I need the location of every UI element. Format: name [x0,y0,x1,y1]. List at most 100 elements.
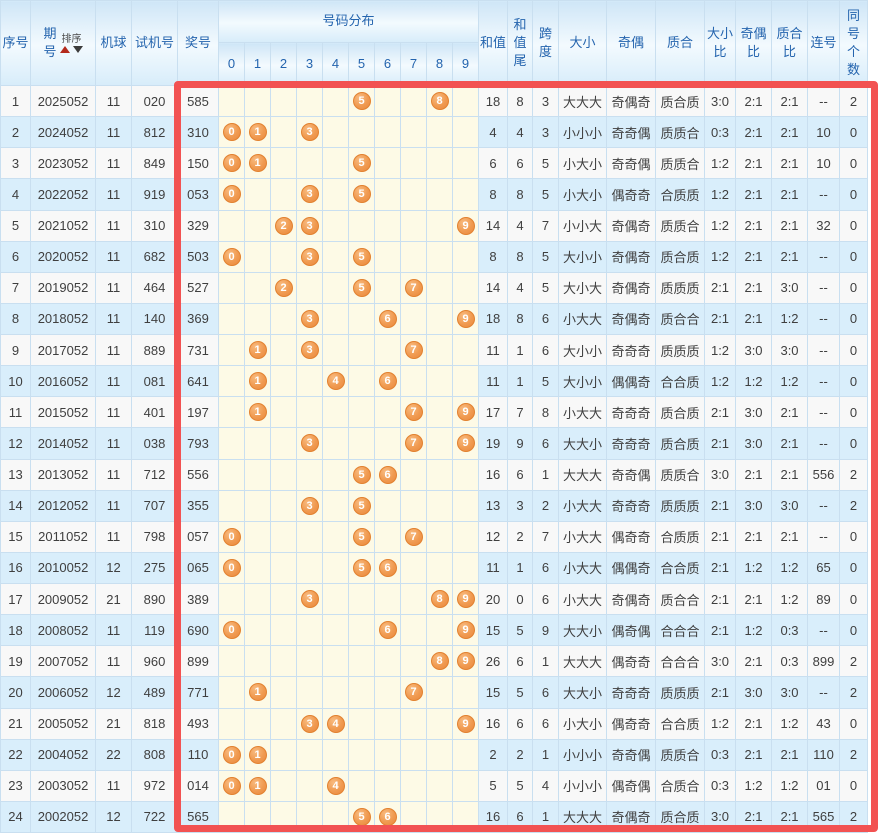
size-ratio-cell: 2:1 [704,427,737,460]
sum-tail-cell: 2 [507,520,534,553]
test-number-cell: 889 [131,333,178,367]
digit-cell [400,769,427,802]
digit-cell [400,707,427,740]
number-ball: 5 [352,247,371,266]
digit-cell [451,738,480,771]
prize-number-cell: 014 [177,769,219,802]
digit-cell [296,551,323,585]
col-header-distribution: 号码分布 [217,0,480,43]
col-header-size-label: 大小 [569,34,596,50]
test-number-cell: 682 [131,240,178,273]
size-ratio-cell: 2:1 [704,614,737,647]
digit-cell [426,271,453,304]
digit-header-9: 9 [451,42,480,86]
span-cell: 5 [532,240,560,273]
table-body: 1 2025052 11 020 585 5 8 18 8 3 大大大 奇偶奇 … [0,84,869,833]
digit-cell: 6 [374,365,401,398]
span-cell: 5 [532,147,560,180]
sum-cell: 26 [478,645,509,678]
number-ball: 0 [222,527,241,546]
consecutive-cell: 565 [807,800,841,833]
parity-ratio-cell: 1:2 [735,365,773,398]
prime-ratio-cell: 2:1 [771,240,809,273]
number-ball: 1 [248,683,267,702]
sum-cell: 18 [478,302,509,336]
number-ball: 3 [300,247,319,266]
number-ball: 1 [248,403,267,422]
table-row: 3 2023052 11 849 150 0 1 5 6 6 5 小大小 奇奇偶… [0,147,869,180]
digit-cell: 0 [218,738,245,771]
parity-pattern-cell: 奇奇奇 [606,489,657,522]
period-cell: 2018052 [30,302,96,336]
size-pattern-cell: 小大大 [558,396,608,429]
digit-cell: 0 [218,551,245,585]
digit-cell: 5 [348,271,375,304]
digit-cell: 9 [451,302,480,336]
digit-cell [244,178,271,211]
digit-cell [322,676,349,709]
period-cell: 2006052 [30,676,96,709]
table-row: 7 2019052 11 464 527 2 5 7 14 4 5 大小大 奇偶… [0,271,869,304]
col-header-prize: 奖号 [177,0,219,86]
digit-cell [270,551,297,585]
digit-cell [400,84,427,118]
digit-cell: 1 [244,333,271,367]
span-cell: 8 [532,396,560,429]
digit-cell: 9 [451,582,480,616]
sum-tail-cell: 1 [507,365,534,398]
digit-cell [374,178,401,211]
digit-cell [451,769,480,802]
digit-header-1: 1 [244,42,271,86]
span-cell: 5 [532,271,560,304]
size-ratio-cell: 2:1 [704,396,737,429]
number-ball: 6 [378,309,397,328]
col-header-prime: 质合 [655,0,706,86]
size-pattern-cell: 大大大 [558,84,608,118]
test-number-cell: 489 [131,676,178,709]
parity-pattern-cell: 偶奇奇 [606,645,657,678]
sort-descending-icon[interactable] [73,45,83,53]
seq-cell: 7 [0,271,31,304]
seq-cell: 15 [0,520,31,553]
machine-cell: 11 [95,520,132,553]
sort-ascending-icon[interactable] [60,45,70,53]
same-count-cell: 0 [839,302,869,336]
digit-cell [218,800,245,833]
number-ball: 9 [456,434,475,453]
col-header-machine: 机球 [95,0,132,86]
span-cell: 3 [532,84,560,118]
span-cell: 5 [532,178,560,211]
span-cell: 4 [532,769,560,802]
digit-cell [348,614,375,647]
prime-ratio-cell: 2:1 [771,738,809,771]
col-header-parity-label: 奇偶 [618,34,645,50]
number-ball: 1 [248,372,267,391]
size-pattern-cell: 小大小 [558,147,608,180]
seq-cell: 5 [0,209,31,242]
period-cell: 2008052 [30,614,96,647]
prime-ratio-cell: 2:1 [771,209,809,242]
sum-tail-cell: 6 [507,707,534,740]
prime-pattern-cell: 合合合 [655,614,706,647]
consecutive-cell: -- [807,520,841,553]
digit-cell [322,489,349,522]
digit-cell [244,240,271,273]
consecutive-cell: -- [807,333,841,367]
same-count-cell: 2 [839,84,869,118]
digit-cell [348,707,375,740]
size-ratio-cell: 2:1 [704,676,737,709]
prize-number-cell: 369 [177,302,219,336]
digit-cell [270,365,297,398]
span-cell: 6 [532,707,560,740]
digit-cell [374,396,401,429]
span-cell: 1 [532,800,560,833]
period-sort-control[interactable]: 排序 [60,34,83,53]
digit-cell: 4 [322,707,349,740]
digit-cell [400,582,427,616]
consecutive-cell: 556 [807,458,841,491]
digit-cell [426,147,453,180]
sum-cell: 16 [478,458,509,491]
number-ball: 6 [378,465,397,484]
col-header-test: 试机号 [131,0,178,86]
prize-number-cell: 355 [177,489,219,522]
